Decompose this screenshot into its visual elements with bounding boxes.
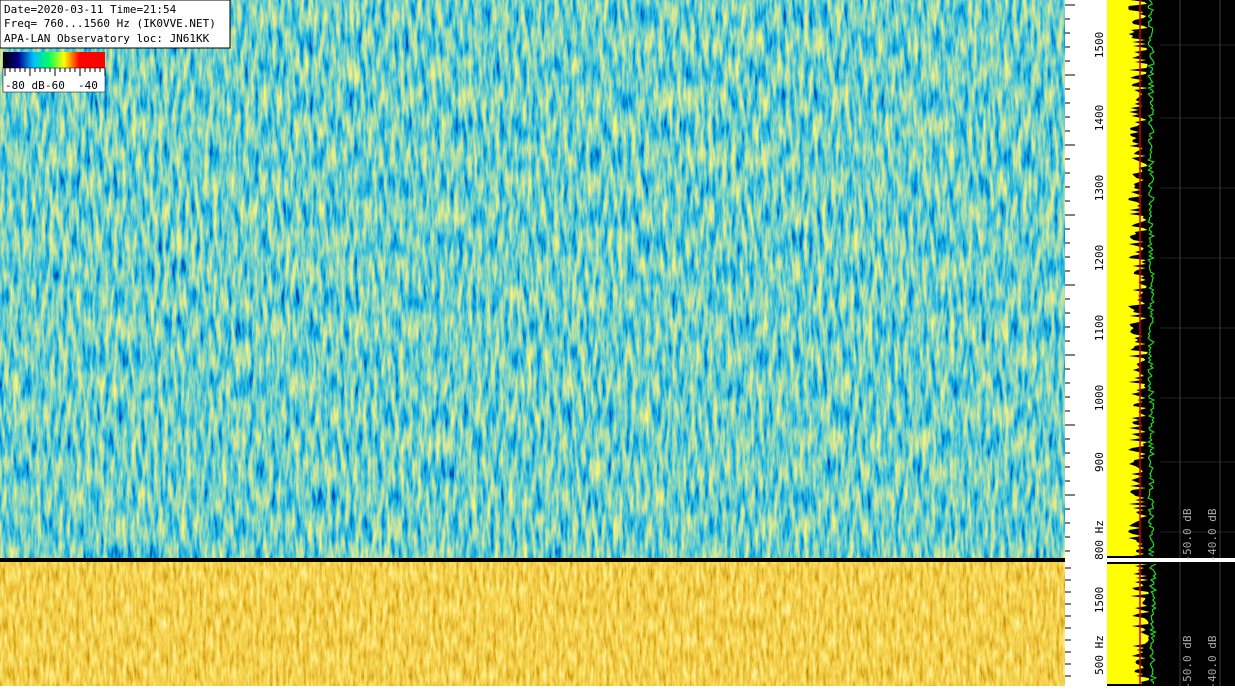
freq-label: 800 Hz (1093, 520, 1106, 560)
spectrum (1107, 0, 1235, 686)
divider (0, 558, 1065, 562)
freq-label: 900 (1093, 452, 1106, 472)
spectrum-fill (1107, 0, 1148, 556)
freq-label: 500 Hz (1093, 635, 1106, 675)
level-label: -40.0 dB (1206, 635, 1219, 686)
info-line: Date=2020-03-11 Time=21:54 (4, 3, 177, 16)
axis-strip (1065, 0, 1107, 686)
freq-label: 1000 (1093, 385, 1106, 412)
freq-label: 1100 (1093, 315, 1106, 342)
freq-label: 1400 (1093, 105, 1106, 132)
colorbar-label: -80 dB (5, 79, 45, 92)
spectrum-peak (1148, 563, 1158, 685)
level-label: -50.0 dB (1181, 508, 1194, 561)
freq-label: 1500 (1093, 32, 1106, 59)
colorbar-ticks (4, 68, 106, 76)
freq-label: 1500 (1093, 587, 1106, 614)
spectrum-peak (1146, 0, 1156, 557)
level-label: -50.0 dB (1181, 635, 1194, 686)
freq-label: 1300 (1093, 175, 1106, 202)
level-label: -40.0 dB (1206, 508, 1219, 561)
spectrum-fill (1107, 564, 1150, 684)
colorbar (3, 52, 105, 68)
info-box (0, 0, 231, 49)
waterfall (0, 0, 1065, 558)
info-line: APA-LAN Observatory loc: JN61KK (4, 32, 210, 45)
info-line: Freq= 760...1560 Hz (IK0VVE.NET) (4, 17, 216, 30)
colorbar-label: -60 (45, 79, 65, 92)
lower-waterfall (0, 562, 1065, 686)
colorbar-label: -40 (78, 79, 98, 92)
freq-label: 1200 (1093, 245, 1106, 272)
